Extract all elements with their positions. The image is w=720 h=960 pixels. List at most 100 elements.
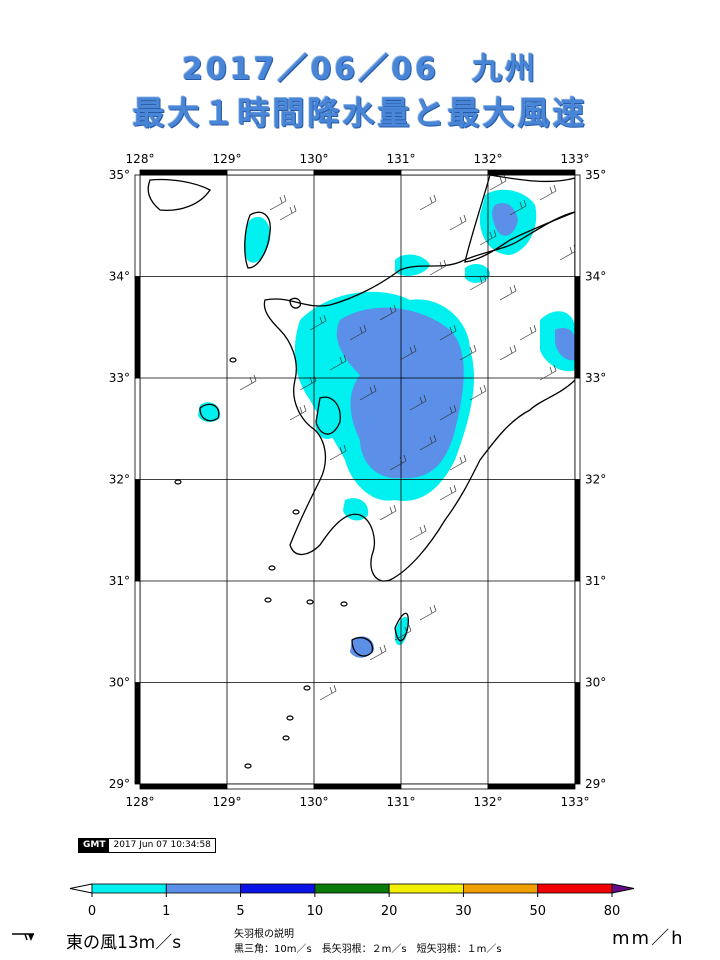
- small-island-10: [229, 357, 237, 363]
- legend-label-0: 0: [88, 904, 96, 919]
- wind-barb-24: [329, 444, 347, 461]
- lat-tick-label-right: 34°: [585, 270, 606, 284]
- lat-tick-label-left: 34°: [109, 270, 130, 284]
- lat-tick-label-right: 35°: [585, 168, 606, 182]
- legend-swatch-3: [314, 883, 390, 894]
- small-island-6: [244, 763, 252, 769]
- small-island-7: [268, 565, 276, 571]
- legend-swatch-0: [91, 883, 167, 894]
- wind-barb-7: [469, 274, 487, 291]
- lon-tick-label-bottom: 130°: [300, 795, 329, 809]
- wind-barb-legend-heading: 矢羽根の説明: [234, 929, 294, 940]
- map-frame: [134, 169, 581, 790]
- coastline-8: [147, 178, 211, 211]
- lat-tick-label-left: 30°: [109, 676, 130, 690]
- wind-barb-31: [269, 194, 287, 211]
- wind-barb-14: [329, 354, 347, 371]
- frame-bar-lon: [226, 169, 315, 176]
- lon-tick-label-top: 129°: [213, 152, 242, 166]
- lon-tick-label-bottom: 129°: [213, 795, 242, 809]
- coastline-4: [199, 403, 220, 422]
- coastline-0: [263, 211, 576, 582]
- wind-barb-10: [459, 344, 477, 361]
- frame-bar-lon: [487, 783, 576, 790]
- lon-tick-label-top: 130°: [300, 152, 329, 166]
- lat-tick-label-left: 32°: [109, 473, 130, 487]
- axis-tick-labels: 128° 128° 129° 129° 130° 130° 131° 131° 132° 132°…: [109, 152, 607, 809]
- legend-swatch-2: [240, 883, 316, 894]
- legend-swatch-5: [463, 883, 539, 894]
- wind-barb-sample-icon: [12, 933, 34, 941]
- legend-label-1: 1: [162, 904, 170, 919]
- small-island-0: [306, 599, 314, 605]
- wind-barb-18: [419, 434, 437, 451]
- lon-tick-label-bottom: 128°: [126, 795, 155, 809]
- lat-lon-grid: [139, 174, 576, 785]
- rainfall-unit: mm／h: [612, 928, 685, 949]
- frame-bar-lat: [574, 377, 581, 480]
- rainfall-color-legend: 0 1 5 10 20 30 50 80: [69, 883, 635, 919]
- frame-bar-lon: [400, 169, 489, 176]
- wind-barb-12: [379, 304, 397, 321]
- wind-barb-28: [519, 324, 537, 341]
- wind-barb-35: [419, 604, 437, 621]
- wind-barb-5: [559, 244, 577, 261]
- coastline-3: [289, 297, 302, 309]
- frame-bar-lat: [574, 479, 581, 582]
- lat-tick-label-right: 32°: [585, 473, 606, 487]
- rain-area-7: [465, 264, 490, 283]
- frame-bar-lon: [313, 783, 402, 790]
- frame-bar-lat: [574, 580, 581, 683]
- legend-arrow-left: [69, 883, 93, 894]
- wind-barb-34: [394, 624, 412, 641]
- lon-tick-label-top: 128°: [126, 152, 155, 166]
- lon-tick-label-bottom: 131°: [387, 795, 416, 809]
- frame-bar-lat: [134, 682, 141, 785]
- wind-barb-23: [289, 404, 307, 421]
- lon-tick-label-top: 131°: [387, 152, 416, 166]
- wind-barb-32: [239, 374, 257, 391]
- wind-barb-38: [279, 204, 297, 221]
- coastline-1: [464, 174, 576, 263]
- rain-area-6: [395, 254, 430, 276]
- wind-barb-legend-detail: 黒三角：10m／s 長矢羽根：２m／s 短矢羽根：１m／s: [234, 944, 502, 955]
- wind-barb-36: [369, 644, 387, 661]
- lat-tick-label-left: 33°: [109, 371, 130, 385]
- lat-tick-label-right: 30°: [585, 676, 606, 690]
- small-island-4: [286, 715, 294, 721]
- gmt-logo: GMT: [79, 839, 110, 852]
- wind-barbs-layer: [239, 174, 577, 701]
- rain-area-12: [315, 399, 342, 440]
- coastline-2: [244, 211, 271, 269]
- rainfall-layer: [198, 189, 575, 658]
- frame-bar-lat: [134, 479, 141, 582]
- timestamp-text: 2017 Jun 07 10:34:58: [113, 840, 211, 850]
- legend-label-3: 10: [307, 904, 324, 919]
- rain-area-1: [336, 307, 464, 479]
- frame-bar-lon: [400, 783, 489, 790]
- rain-area-3: [492, 203, 518, 236]
- wind-barb-26: [409, 524, 427, 541]
- lat-tick-label-left: 29°: [109, 777, 130, 791]
- wind-barb-6: [429, 259, 447, 276]
- wind-barb-2: [479, 229, 497, 246]
- frame-bar-lat: [574, 276, 581, 379]
- gmt-timestamp: GMT 2017 Jun 07 10:34:58: [78, 838, 216, 853]
- frame-bar-lat: [574, 174, 581, 277]
- lat-tick-label-right: 33°: [585, 371, 606, 385]
- legend-arrow-right: [611, 883, 635, 894]
- wind-barb-20: [449, 454, 467, 471]
- map-title-date: 2017／06／06 九州: [182, 52, 538, 87]
- rain-area-5: [555, 328, 575, 361]
- wind-barb-37: [319, 684, 337, 701]
- wind-barb-8: [499, 284, 517, 301]
- legend-label-4: 20: [381, 904, 398, 919]
- frame-bar-lat: [134, 174, 141, 277]
- small-island-2: [264, 597, 272, 603]
- legend-label-7: 80: [604, 904, 621, 919]
- legend-label-5: 30: [455, 904, 472, 919]
- legend-swatch-6: [537, 883, 613, 894]
- frame-bar-lon: [313, 169, 402, 176]
- lon-tick-label-bottom: 132°: [474, 795, 503, 809]
- lat-tick-label-left: 35°: [109, 168, 130, 182]
